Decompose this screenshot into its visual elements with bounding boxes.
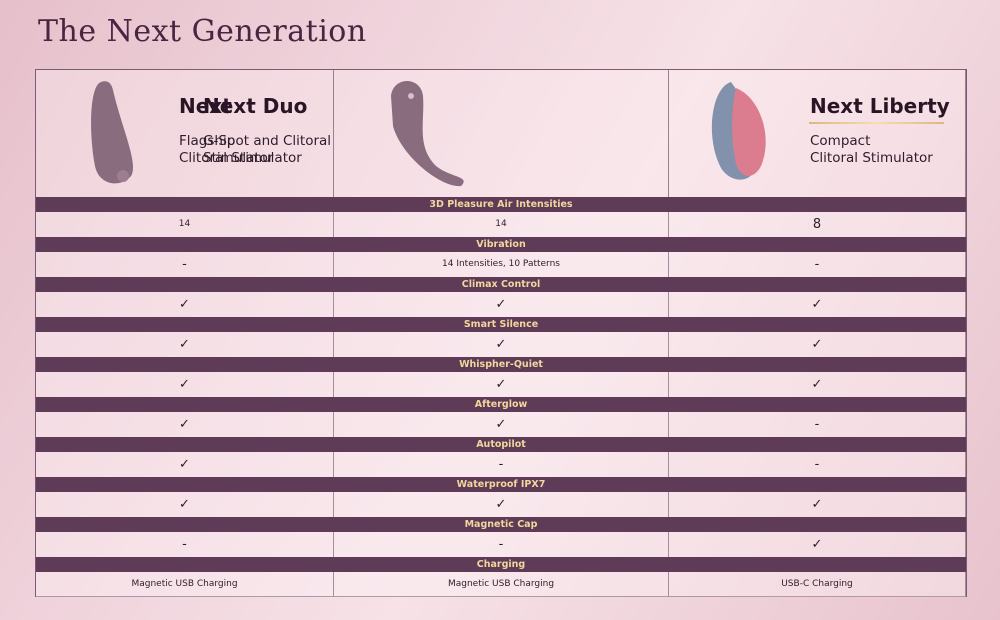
feature-value: ✓	[669, 532, 966, 557]
feature-value: -	[669, 452, 966, 477]
feature-value: USB-C Charging	[669, 572, 966, 597]
feature-value: ✓	[334, 292, 669, 317]
feature-value: ✓	[36, 412, 334, 437]
header-cell	[669, 70, 966, 197]
header-cell	[36, 70, 334, 197]
feature-value: -	[334, 452, 669, 477]
page-title: The Next Generation	[38, 14, 367, 49]
feature-value: ✓	[36, 292, 334, 317]
product-image	[711, 82, 766, 180]
feature-value: 14	[334, 212, 669, 237]
feature-value: ✓	[36, 492, 334, 517]
feature-value: ✓	[36, 372, 334, 397]
product-image	[91, 81, 134, 184]
feature-value: ✓	[669, 492, 966, 517]
product-image	[391, 81, 464, 187]
feature-value: ✓	[334, 372, 669, 397]
feature-header: 3D Pleasure Air Intensities	[36, 197, 966, 212]
underline	[809, 122, 944, 124]
feature-value: ✓	[36, 332, 334, 357]
product-description: Stimulator	[203, 150, 274, 166]
feature-header: Climax Control	[36, 277, 966, 292]
feature-value: -	[36, 252, 334, 277]
feature-value: ✓	[334, 332, 669, 357]
feature-value: 8	[669, 212, 966, 237]
product-description: G-Spot and Clitoral	[203, 133, 332, 149]
product-description: Clitoral Stimulator	[179, 150, 302, 166]
feature-value: -	[334, 532, 669, 557]
feature-value: -	[36, 532, 334, 557]
product-name: Next Duo	[203, 94, 308, 118]
feature-header: Autopilot	[36, 437, 966, 452]
feature-header: Smart Silence	[36, 317, 966, 332]
feature-value: ✓	[669, 332, 966, 357]
feature-value: ✓	[669, 292, 966, 317]
product-description: Clitoral Stimulator	[810, 150, 933, 166]
feature-value: 14 Intensities, 10 Patterns	[334, 252, 669, 277]
product-name: Next	[179, 94, 232, 118]
feature-value: Magnetic USB Charging	[334, 572, 669, 597]
header-cell	[334, 70, 669, 197]
feature-header: Waterproof IPX7	[36, 477, 966, 492]
feature-value: Magnetic USB Charging	[36, 572, 334, 597]
feature-header: Afterglow	[36, 397, 966, 412]
product-description: Flagship	[179, 133, 236, 149]
feature-header: Charging	[36, 557, 966, 572]
feature-header: Magnetic Cap	[36, 517, 966, 532]
feature-value: ✓	[36, 452, 334, 477]
feature-value: ✓	[334, 412, 669, 437]
comparison-table: Next Flagship Clitoral Stimulator Next Duo G…	[35, 69, 967, 597]
feature-value: -	[669, 412, 966, 437]
feature-value: 14	[36, 212, 334, 237]
feature-value: -	[669, 252, 966, 277]
feature-value: ✓	[334, 492, 669, 517]
feature-header: Whispher-Quiet	[36, 357, 966, 372]
product-description: Compact	[810, 133, 871, 149]
feature-header: Vibration	[36, 237, 966, 252]
feature-value: ✓	[669, 372, 966, 397]
product-name: Next Liberty	[810, 94, 950, 118]
